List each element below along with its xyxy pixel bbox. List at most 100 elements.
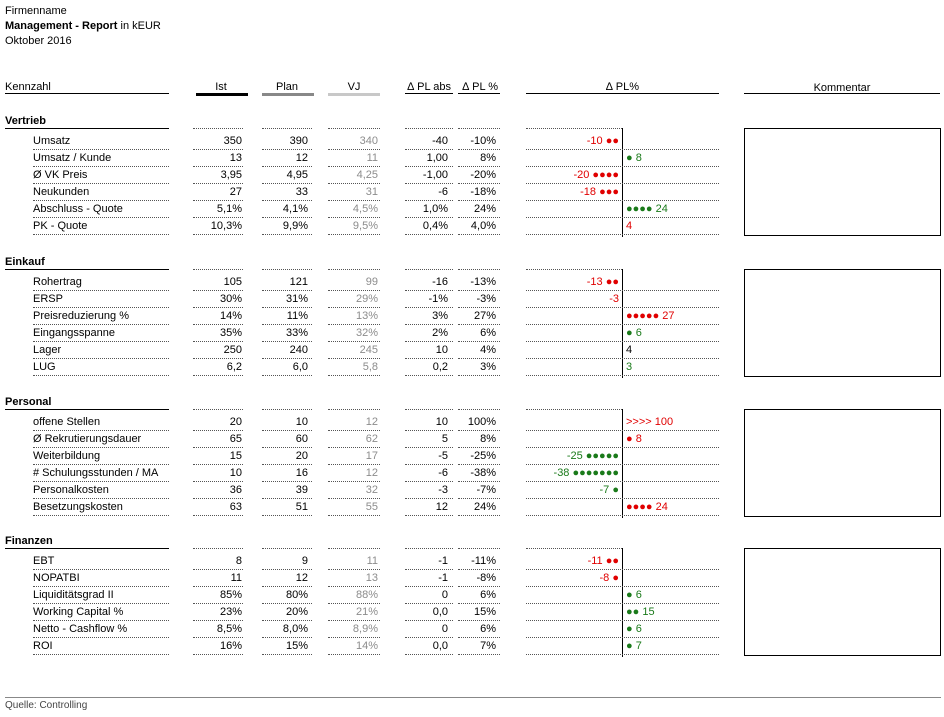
deviation-bar: -13 ●● (586, 276, 619, 288)
cell-pl-pct: 6% (480, 589, 496, 601)
cell-vj: 14% (355, 640, 378, 652)
dotted-separator (262, 637, 312, 638)
cell-pl-pct: 4,0% (470, 220, 496, 232)
dotted-separator (526, 430, 719, 431)
deviation-bar: 4 (626, 220, 633, 232)
cell-pl-abs: 12 (435, 501, 448, 513)
cell-plan: 33 (295, 186, 308, 198)
dotted-separator (526, 620, 719, 621)
dotted-separator (328, 166, 380, 167)
dotted-separator (262, 217, 312, 218)
dotted-separator (33, 603, 169, 604)
dotted-separator (526, 447, 719, 448)
cell-pl-pct: -10% (470, 135, 496, 147)
comment-box[interactable] (744, 548, 941, 656)
cell-pl-abs: 0,0 (432, 640, 448, 652)
dotted-separator (328, 217, 380, 218)
dotted-separator (33, 637, 169, 638)
cell-pl-abs: 0,4% (422, 220, 448, 232)
col-header-pl-chart: ∆ PL% (605, 81, 640, 93)
cell-vj: 32% (355, 327, 378, 339)
cell-ist: 27 (229, 186, 242, 198)
dotted-separator (193, 620, 243, 621)
deviation-bar: 3 (626, 361, 633, 373)
deviation-bar: -18 ●●● (580, 186, 619, 198)
row-label: Umsatz / Kunde (33, 152, 112, 164)
dotted-separator (458, 637, 500, 638)
dotted-separator (405, 269, 453, 270)
cell-pl-abs: -1 (438, 572, 448, 584)
dotted-separator (33, 234, 169, 235)
dotted-separator (405, 183, 453, 184)
cell-vj: 55 (365, 501, 378, 513)
comment-box[interactable] (744, 269, 941, 377)
dotted-separator (328, 481, 380, 482)
deviation-bar: 4 (626, 344, 633, 356)
dotted-separator (405, 481, 453, 482)
dotted-separator (458, 409, 500, 410)
chart-axis (622, 128, 623, 237)
dotted-separator (262, 654, 312, 655)
cell-plan: 240 (289, 344, 308, 356)
cell-vj: 11 (366, 555, 378, 567)
col-header-plan: Plan (275, 81, 299, 93)
dotted-separator (33, 481, 169, 482)
dotted-separator (328, 548, 380, 549)
cell-ist: 5,1% (216, 203, 242, 215)
cell-vj: 12 (365, 416, 378, 428)
dotted-separator (526, 183, 719, 184)
comment-box[interactable] (744, 409, 941, 517)
col-underline-pl-abs (405, 93, 453, 94)
dotted-separator (405, 637, 453, 638)
dotted-separator (262, 481, 312, 482)
dotted-separator (328, 409, 380, 410)
dotted-separator (328, 464, 380, 465)
cell-pl-abs: 5 (441, 433, 448, 445)
cell-plan: 12 (295, 152, 308, 164)
cell-ist: 65 (229, 433, 242, 445)
dotted-separator (458, 603, 500, 604)
dotted-separator (405, 548, 453, 549)
dotted-separator (526, 341, 719, 342)
dotted-separator (33, 341, 169, 342)
cell-plan: 4,95 (286, 169, 308, 181)
cell-ist: 8 (235, 555, 242, 567)
dotted-separator (328, 569, 380, 570)
dotted-separator (328, 324, 380, 325)
cell-plan: 20% (285, 606, 308, 618)
dotted-separator (405, 128, 453, 129)
cell-ist: 6,2 (226, 361, 242, 373)
dotted-separator (458, 620, 500, 621)
col-underline-plan (262, 93, 314, 96)
dotted-separator (262, 430, 312, 431)
chart-axis (622, 269, 623, 378)
dotted-separator (526, 586, 719, 587)
dotted-separator (262, 620, 312, 621)
row-label: Netto - Cashflow % (33, 623, 128, 635)
dotted-separator (328, 183, 380, 184)
cell-pl-abs: -3 (438, 484, 448, 496)
cell-vj: 9,5% (352, 220, 378, 232)
row-label: Ø VK Preis (33, 169, 88, 181)
dotted-separator (405, 149, 453, 150)
dotted-separator (458, 586, 500, 587)
dotted-separator (33, 464, 169, 465)
dotted-separator (526, 515, 719, 516)
cell-ist: 13 (229, 152, 242, 164)
cell-plan: 4,1% (282, 203, 308, 215)
dotted-separator (405, 358, 453, 359)
dotted-separator (458, 166, 500, 167)
dotted-separator (328, 149, 380, 150)
dotted-separator (33, 307, 169, 308)
cell-plan: 390 (289, 135, 308, 147)
dotted-separator (193, 498, 243, 499)
dotted-separator (193, 183, 243, 184)
dotted-separator (33, 324, 169, 325)
cell-plan: 80% (285, 589, 308, 601)
deviation-bar: ●●●● 24 (626, 501, 668, 513)
dotted-separator (458, 654, 500, 655)
col-underline-kommentar (744, 93, 940, 94)
comment-box[interactable] (744, 128, 941, 236)
dotted-separator (193, 149, 243, 150)
dotted-separator (193, 569, 243, 570)
